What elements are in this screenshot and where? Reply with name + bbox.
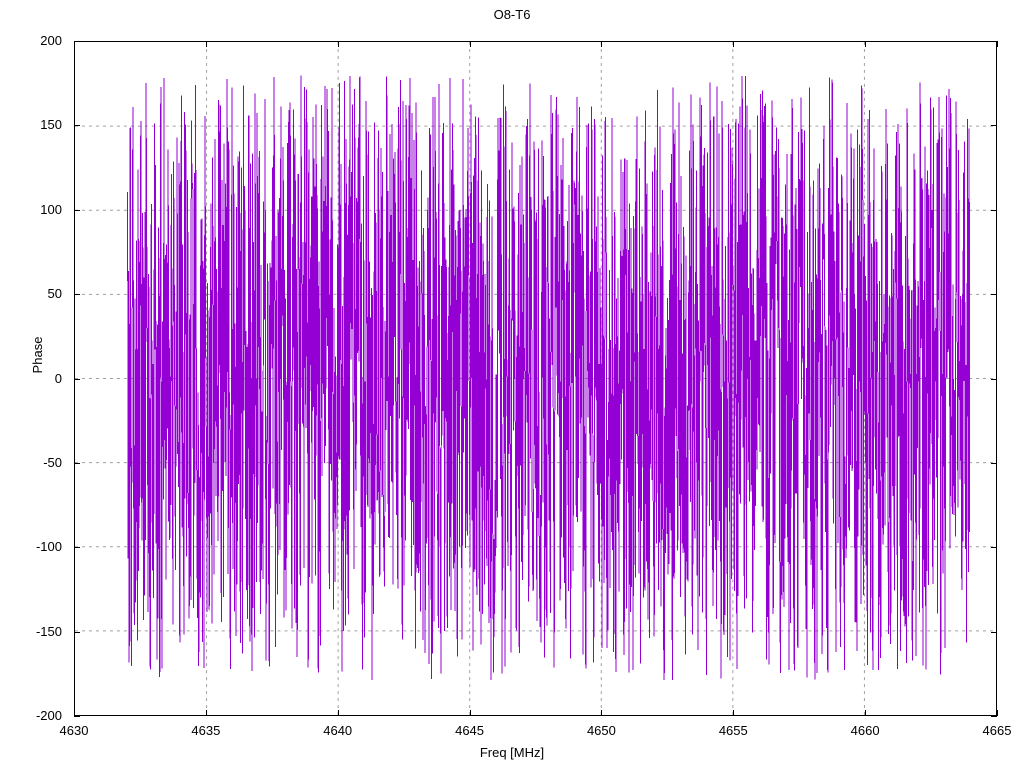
y-tick-mark [74,716,80,717]
y-tick-label: 150 [40,117,62,133]
x-tick-label: 4645 [455,723,485,738]
x-tick-label: 4655 [718,723,748,738]
x-tick-mark [997,710,998,716]
y-tick-mark-right [991,716,997,717]
x-tick-label: 4660 [850,723,880,738]
x-axis-label: Freq [MHz] [479,745,545,760]
x-tick-mark-top [997,41,998,47]
y-tick-label: 100 [40,201,62,217]
y-tick-label: -200 [35,708,62,723]
phase-series-line [127,75,971,681]
x-tick-label: 4665 [982,723,1012,738]
y-tick-label: -50 [43,454,62,470]
chart-title: O8-T6 [493,7,531,22]
plot-area [74,41,997,716]
y-axis-label: Phase [30,336,45,374]
x-tick-label: 4640 [323,723,353,738]
x-tick-label: 4630 [59,723,89,738]
x-tick-label: 4635 [191,723,221,738]
x-tick-label: 4650 [586,723,616,738]
y-tick-label: -150 [35,623,62,639]
y-tick-label: 200 [40,33,62,48]
y-tick-label: -100 [35,539,62,555]
y-axis-label-wrap: Phase [0,337,100,374]
